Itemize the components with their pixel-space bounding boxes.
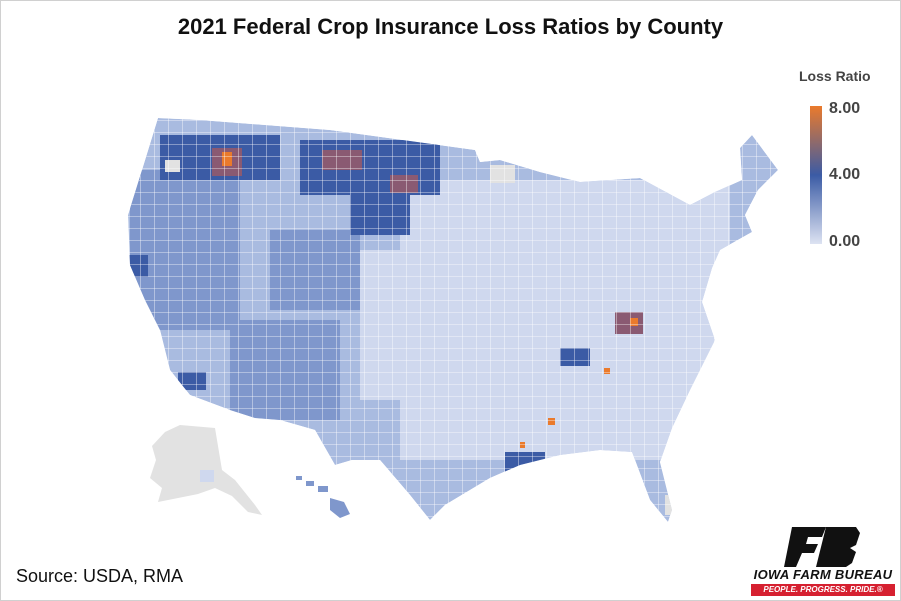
legend-label-min: 0.00 (829, 233, 861, 250)
hawaii-island-1 (296, 476, 302, 480)
legend-label-max: 8.00 (829, 100, 861, 117)
legend-label-mid: 4.00 (829, 166, 861, 183)
logo-slogan: PEOPLE. PROGRESS. PRIDE.® (751, 584, 895, 596)
legend-gradient-bar (810, 106, 822, 244)
hawaii-island-3 (318, 486, 328, 492)
logo-mark-b (816, 527, 860, 567)
logo-mark-f (784, 527, 826, 567)
source-note: Source: USDA, RMA (16, 566, 184, 586)
hawaii-group (296, 476, 350, 518)
legend-title: Loss Ratio (799, 68, 871, 84)
chart-title: 2021 Federal Crop Insurance Loss Ratios … (177, 14, 724, 39)
farm-bureau-logo-mark (784, 527, 860, 567)
hawaii-island-4 (330, 498, 350, 518)
farm-bureau-logo: IOWA FARM BUREAU PEOPLE. PROGRESS. PRIDE… (748, 523, 898, 598)
hawaii-island-2 (306, 481, 314, 486)
alaska-data-county (200, 470, 214, 482)
logo-name: IOWA FARM BUREAU (753, 567, 893, 582)
alaska-group (150, 425, 262, 515)
